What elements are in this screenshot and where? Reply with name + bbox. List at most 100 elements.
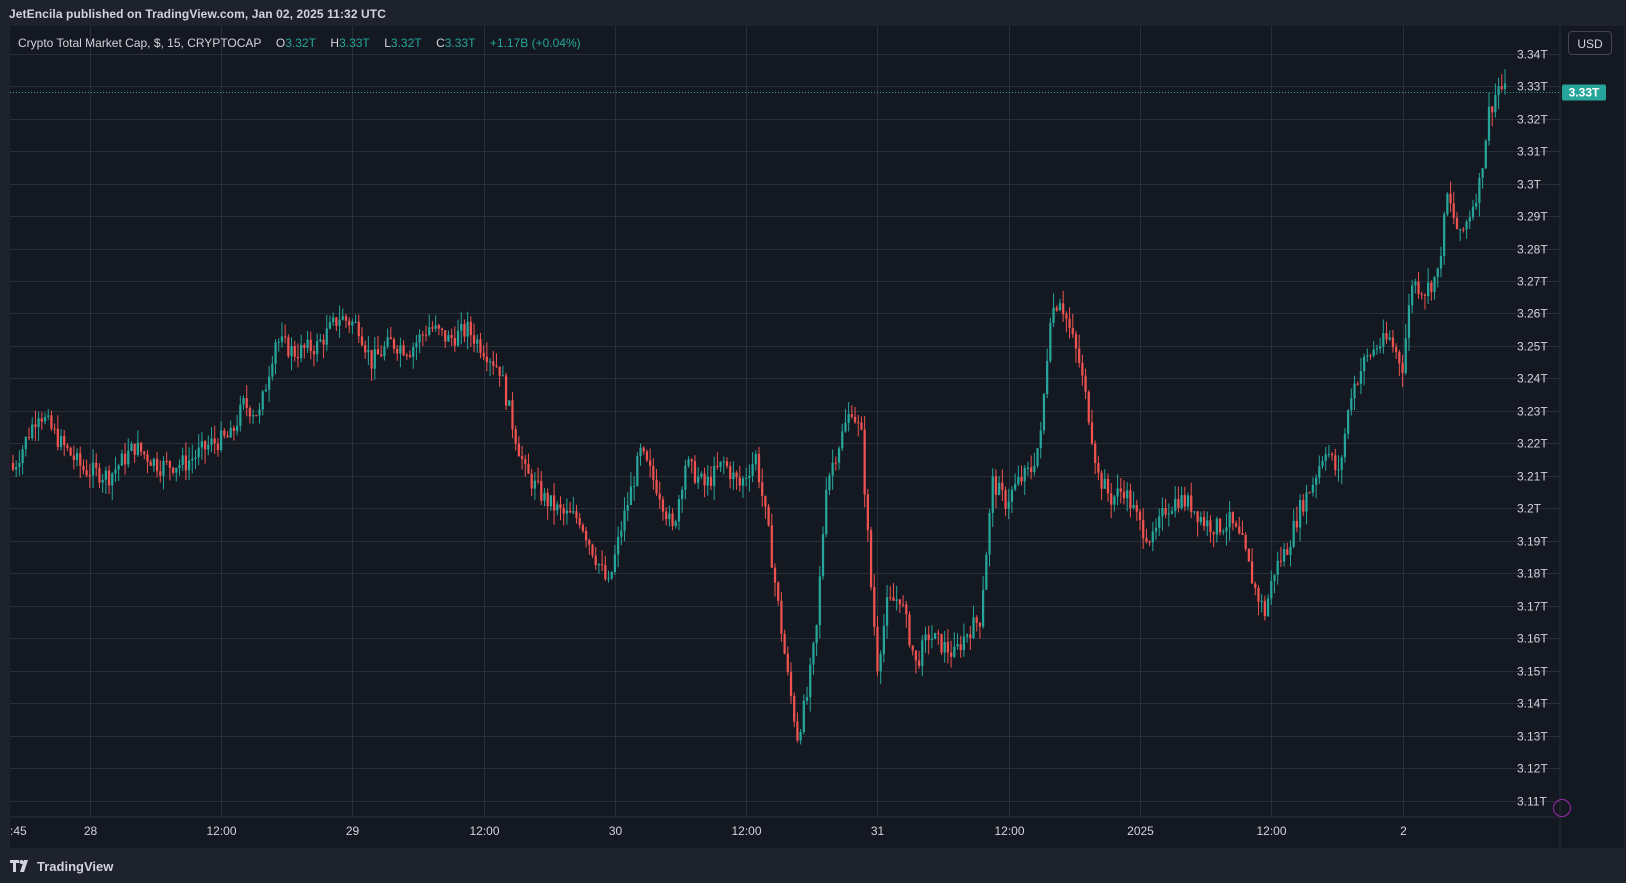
- candle-body: [1398, 351, 1401, 364]
- candle: [1225, 513, 1228, 546]
- candle-body: [466, 321, 469, 337]
- candle-body: [1433, 276, 1436, 292]
- candle: [898, 599, 901, 613]
- candle-body: [793, 695, 796, 722]
- candle-body: [1427, 282, 1430, 297]
- candle-body: [373, 349, 376, 369]
- candle: [636, 452, 639, 487]
- low-value: 3.32T: [390, 36, 422, 50]
- candle-body: [511, 400, 514, 430]
- candle-body: [31, 424, 34, 439]
- candle: [889, 586, 892, 601]
- candle: [258, 402, 261, 424]
- publisher-text: JetEncila published on TradingView.com, …: [9, 7, 386, 21]
- price-axis[interactable]: 3.11T 3.12T 3.13T 3.14T 3.15T 3.16T 3.17T 3.18T…: [1517, 48, 1548, 809]
- candle-body: [1420, 293, 1423, 295]
- candle-body: [1417, 281, 1420, 294]
- candle-body: [722, 461, 725, 463]
- candle-body: [741, 478, 745, 486]
- candle-body: [213, 438, 216, 444]
- candle: [408, 350, 412, 359]
- candle: [488, 357, 492, 377]
- candle: [1366, 348, 1369, 363]
- candle: [588, 538, 591, 555]
- candle: [892, 582, 895, 602]
- candle: [1257, 585, 1260, 616]
- candle-body: [873, 587, 876, 627]
- candle-body: [543, 492, 546, 501]
- candle: [684, 459, 687, 500]
- candle-body: [1068, 318, 1071, 328]
- candle-body: [809, 664, 812, 698]
- candle-body: [482, 352, 485, 357]
- candle: [1154, 518, 1158, 540]
- candle-body: [629, 486, 633, 505]
- candle: [876, 615, 879, 677]
- candle-body: [796, 721, 799, 741]
- candle-body: [485, 356, 488, 363]
- candle: [399, 337, 402, 368]
- candle: [1074, 330, 1078, 363]
- tradingview-logo[interactable]: TradingView: [10, 858, 113, 874]
- candle-body: [239, 404, 242, 426]
- candle: [1113, 494, 1116, 512]
- candle: [1209, 515, 1212, 543]
- candle-body: [626, 504, 629, 511]
- candle-body: [520, 456, 524, 460]
- candle: [1090, 409, 1094, 446]
- candle-body: [821, 534, 825, 577]
- candle-body: [1199, 516, 1202, 523]
- footer-bar: [0, 848, 1626, 883]
- candle: [274, 339, 277, 375]
- candle: [373, 336, 376, 380]
- candle: [1023, 465, 1026, 496]
- candle: [805, 686, 809, 705]
- candle: [549, 495, 553, 511]
- candle-body: [194, 457, 197, 459]
- candle: [908, 611, 911, 648]
- candle-body: [1263, 600, 1266, 617]
- candle-body: [533, 480, 537, 489]
- candle: [1129, 483, 1132, 518]
- candle: [380, 345, 383, 358]
- candle-body: [1046, 360, 1049, 395]
- candle: [1452, 191, 1455, 225]
- symbol-name: Crypto Total Market Cap, $, 15, CRYPTOCA…: [18, 36, 262, 50]
- candle-body: [1247, 548, 1250, 562]
- candle-body: [47, 415, 50, 417]
- candle: [735, 470, 738, 490]
- candle-body: [85, 470, 88, 476]
- currency-button[interactable]: USD: [1568, 31, 1612, 55]
- candle: [905, 601, 908, 628]
- candle-body: [146, 454, 149, 462]
- candle-body: [1318, 466, 1321, 478]
- symbol-legend[interactable]: Crypto Total Market Cap, $, 15, CRYPTOCA…: [18, 35, 581, 51]
- time-axis[interactable]: :45 28 12:00 29 12:00 30 12:00 31 12:00 2025 12:00…: [10, 824, 1407, 838]
- candle: [290, 337, 293, 371]
- candle: [152, 457, 155, 472]
- price-tick-label: 3.17T: [1517, 600, 1548, 614]
- chart-frame[interactable]: [10, 26, 1624, 848]
- candle: [933, 632, 937, 640]
- candle: [171, 466, 175, 476]
- price-tick-label: 3.12T: [1517, 762, 1548, 776]
- candle-body: [735, 472, 738, 478]
- go-to-realtime-icon[interactable]: [1553, 799, 1571, 817]
- candle: [1228, 500, 1231, 541]
- candle: [809, 657, 812, 712]
- candle-body: [962, 636, 966, 651]
- candle: [575, 504, 578, 524]
- candle: [1065, 311, 1068, 333]
- candle: [24, 435, 27, 457]
- price-tick-label: 3.34T: [1517, 48, 1548, 62]
- candle: [834, 456, 837, 471]
- candle: [1318, 455, 1321, 484]
- candle: [655, 469, 658, 496]
- candle-body: [1100, 472, 1103, 489]
- candle-body: [623, 510, 626, 531]
- candle-body: [1158, 516, 1161, 528]
- candle-body: [258, 409, 261, 416]
- candle-body: [658, 493, 661, 500]
- candle: [610, 571, 613, 581]
